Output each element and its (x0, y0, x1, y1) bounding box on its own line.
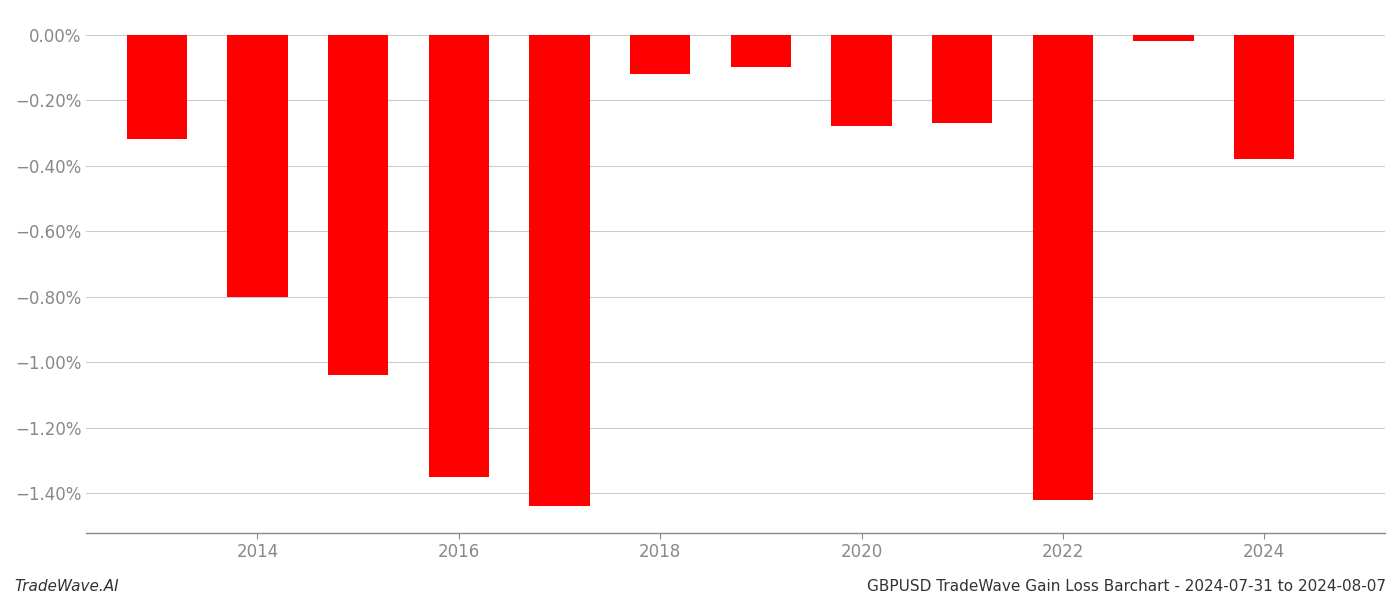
Text: TradeWave.AI: TradeWave.AI (14, 579, 119, 594)
Bar (731, 35, 791, 67)
Text: GBPUSD TradeWave Gain Loss Barchart - 2024-07-31 to 2024-08-07: GBPUSD TradeWave Gain Loss Barchart - 20… (867, 579, 1386, 594)
Bar (1233, 35, 1295, 159)
Bar (1033, 35, 1093, 500)
Bar (932, 35, 993, 123)
Bar (126, 35, 188, 139)
Bar (227, 35, 288, 297)
Bar (1134, 35, 1194, 41)
Bar (428, 35, 489, 477)
Bar (630, 35, 690, 74)
Bar (529, 35, 589, 506)
Bar (328, 35, 388, 376)
Bar (832, 35, 892, 127)
